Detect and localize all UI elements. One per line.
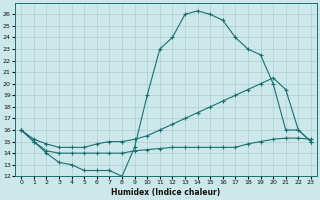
X-axis label: Humidex (Indice chaleur): Humidex (Indice chaleur) <box>111 188 221 197</box>
